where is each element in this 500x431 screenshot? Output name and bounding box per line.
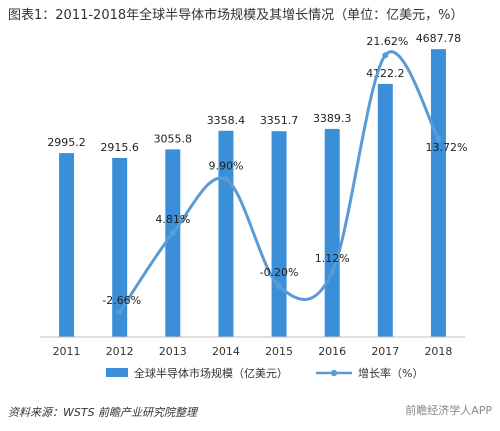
bar-value-label-2018: 4687.78: [416, 32, 462, 45]
legend-bar-label: 全球半导体市场规模（亿美元）: [134, 366, 288, 380]
source-note: 资料来源：WSTS 前瞻产业研究院整理: [8, 406, 198, 419]
growth-label-2015: -0.20%: [260, 266, 299, 279]
x-tick-label-2013: 2013: [159, 345, 187, 358]
bar-2015: [271, 131, 287, 337]
growth-label-2016: 1.12%: [315, 252, 350, 265]
bar-value-label-2014: 3358.4: [207, 114, 246, 127]
growth-point-2013: [169, 230, 176, 237]
bar-2017: [377, 83, 393, 338]
growth-point-2012: [116, 309, 123, 316]
bar-value-label-2012: 2915.6: [100, 141, 139, 154]
x-tick-label-2014: 2014: [212, 345, 240, 358]
legend-line-label: 增长率（%）: [358, 366, 423, 380]
x-tick-label-2015: 2015: [265, 345, 293, 358]
bar-value-label-2016: 3389.3: [313, 112, 352, 125]
chart-title: 图表1：2011-2018年全球半导体市场规模及其增长情况（单位：亿美元，%）: [8, 8, 464, 23]
growth-point-2015: [276, 283, 283, 290]
growth-label-2012: -2.66%: [102, 294, 141, 307]
growth-label-2013: 4.81%: [155, 213, 190, 226]
growth-label-2017: 21.62%: [366, 35, 408, 48]
growth-point-2018: [435, 135, 442, 142]
bar-value-label-2011: 2995.2: [47, 136, 86, 149]
bar-2018: [430, 49, 446, 337]
growth-point-2017: [382, 52, 389, 59]
x-tick-label-2011: 2011: [53, 345, 81, 358]
growth-point-2016: [329, 269, 336, 276]
growth-label-2018: 13.72%: [425, 141, 467, 154]
bar-value-label-2013: 3055.8: [154, 132, 193, 145]
bar-value-label-2015: 3351.7: [260, 114, 299, 127]
growth-label-2014: 9.90%: [208, 159, 243, 172]
legend-bar-swatch: [106, 368, 128, 377]
watermark: 前瞻经济学人APP: [405, 404, 492, 417]
bar-2012: [112, 157, 128, 337]
x-tick-label-2016: 2016: [318, 345, 346, 358]
bar-2016: [324, 128, 340, 337]
bar-value-label-2017: 4122.2: [366, 67, 405, 80]
legend-line-marker: [330, 369, 338, 377]
bar-2011: [59, 153, 75, 337]
growth-point-2014: [222, 176, 229, 183]
x-tick-label-2012: 2012: [106, 345, 134, 358]
x-tick-label-2017: 2017: [371, 345, 399, 358]
x-tick-label-2018: 2018: [424, 345, 452, 358]
bar-2013: [165, 149, 181, 337]
